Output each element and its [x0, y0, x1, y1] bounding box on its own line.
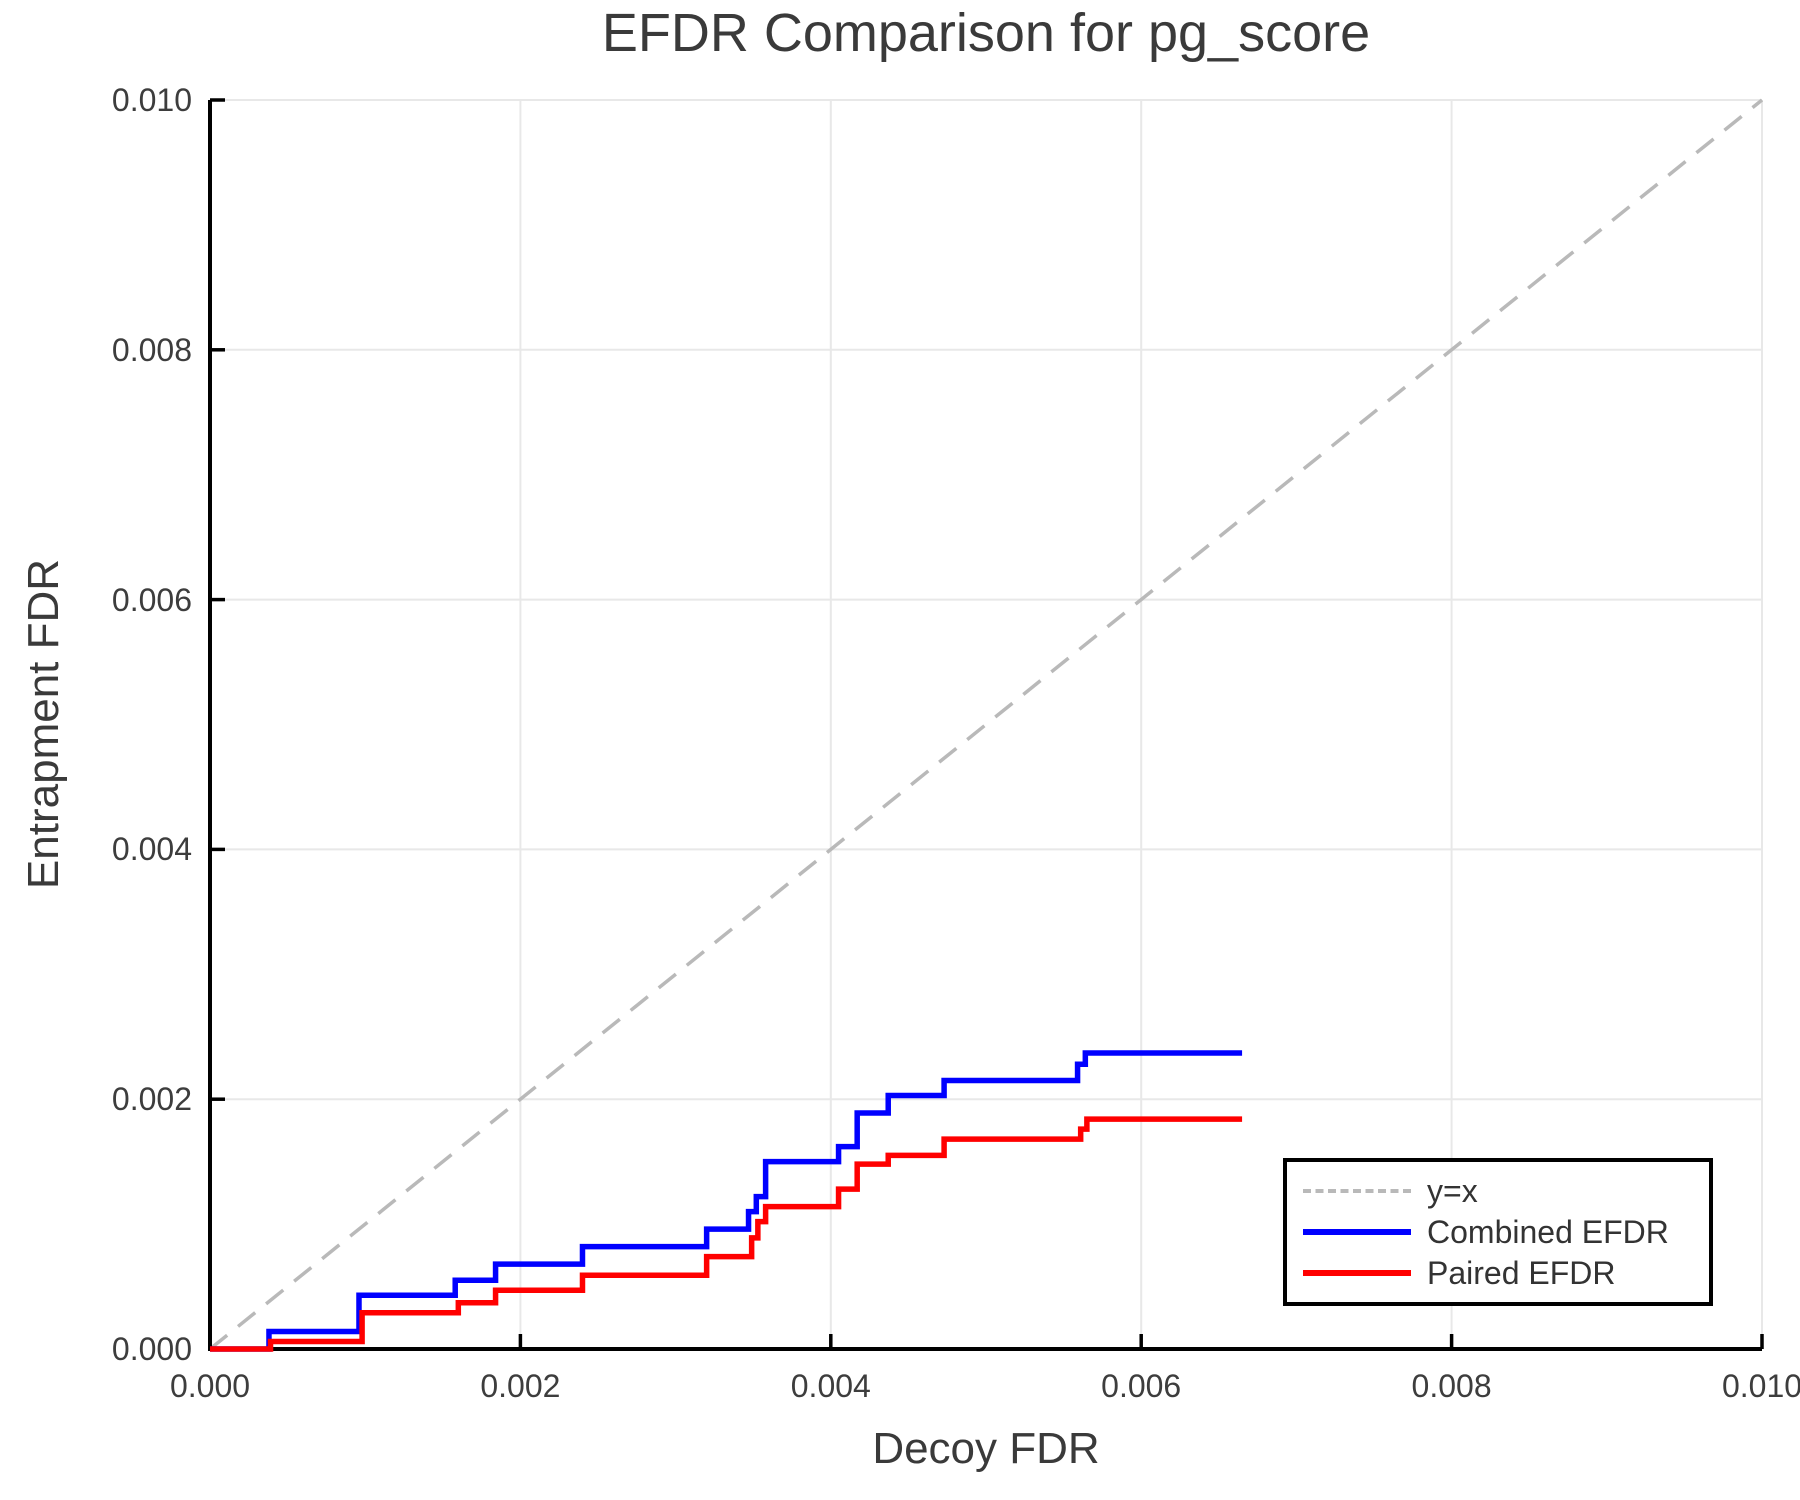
x-axis-label: Decoy FDR: [872, 1424, 1100, 1473]
legend-item: y=x: [1303, 1173, 1709, 1210]
x-tick-label: 0.008: [1411, 1368, 1492, 1404]
series-line-paired-efdr: [210, 1116, 1243, 1352]
identity-line: [208, 98, 1764, 1351]
x-tick-label: 0.010: [1721, 1368, 1800, 1404]
legend: y=x Combined EFDR Paired EFDR: [1283, 1158, 1713, 1306]
legend-dashed-line-sample: [1303, 1189, 1411, 1193]
x-tick-label: 0.002: [480, 1368, 561, 1404]
y-tick-label: 0.002: [111, 1081, 192, 1118]
x-tick-label: 0.006: [1101, 1368, 1182, 1404]
legend-item-label: Paired EFDR: [1427, 1254, 1616, 1291]
legend-line-sample: [1303, 1229, 1411, 1235]
legend-item-label: Combined EFDR: [1427, 1213, 1669, 1250]
y-tick-label: 0.000: [111, 1331, 192, 1367]
legend-item: Paired EFDR: [1303, 1255, 1709, 1292]
legend-item: Combined EFDR: [1303, 1214, 1709, 1251]
series-line-combined-efdr: [210, 1050, 1243, 1352]
legend-item-label: y=x: [1427, 1172, 1478, 1209]
y-tick-label: 0.006: [111, 581, 192, 618]
legend-line-sample: [1303, 1270, 1411, 1276]
x-tick-label: 0.004: [790, 1368, 871, 1404]
y-tick-label: 0.004: [111, 831, 192, 868]
y-axis-label: Entrapment FDR: [19, 558, 68, 890]
y-tick-label: 0.008: [111, 331, 192, 368]
x-tick-label: 0.000: [169, 1368, 251, 1404]
y-tick-label: 0.010: [111, 82, 192, 118]
chart-title: EFDR Comparison for pg_score: [601, 3, 1371, 63]
